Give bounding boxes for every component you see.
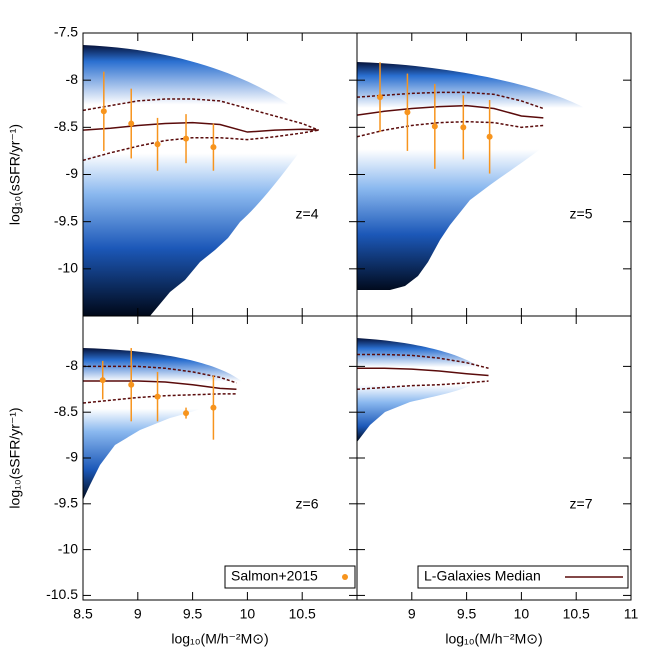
x-tick-label: 10 xyxy=(514,606,530,622)
x-tick-label: 9.5 xyxy=(457,606,477,622)
percentile-line xyxy=(356,91,544,110)
x-tick-label: 8.5 xyxy=(73,606,93,622)
data-point xyxy=(99,377,106,384)
median-line xyxy=(356,104,544,119)
median-line xyxy=(83,380,237,391)
x-tick-label: 10 xyxy=(240,606,256,622)
x-tick-label: 11 xyxy=(624,606,639,622)
y-axis-label: log₁₀(sSFR/yr⁻¹) xyxy=(7,124,23,225)
data-point xyxy=(210,404,217,411)
density-region xyxy=(83,45,318,316)
density-region xyxy=(83,348,246,500)
y-tick-label: -9.5 xyxy=(54,495,78,511)
median-line xyxy=(357,367,489,377)
percentile-line xyxy=(356,120,544,138)
annotation: z=7 xyxy=(570,496,593,512)
x-axis-label: log₁₀(M/h⁻²M⊙) xyxy=(171,631,268,647)
percentile-line xyxy=(82,393,237,404)
y-tick-label: -10.5 xyxy=(46,586,78,602)
data-point xyxy=(128,381,135,388)
percentile-line xyxy=(82,98,319,131)
y-tick-label: -8.5 xyxy=(54,403,78,419)
legend-box xyxy=(417,565,629,589)
y-tick-label: -10 xyxy=(58,540,78,556)
y-tick-label: -9 xyxy=(66,165,79,181)
density-region xyxy=(357,338,490,442)
legend-box xyxy=(224,565,356,589)
data-point xyxy=(460,124,467,131)
data-point xyxy=(377,94,384,101)
y-axis-label: log₁₀(sSFR/yr⁻¹) xyxy=(7,407,23,508)
data-point xyxy=(128,120,135,127)
legend-label: L-Galaxies Median xyxy=(424,568,541,584)
annotation: z=5 xyxy=(570,206,593,222)
data-point xyxy=(404,109,411,116)
y-tick-label: -10 xyxy=(58,260,78,276)
data-point xyxy=(183,135,190,142)
y-tick-label: -8 xyxy=(66,357,79,373)
percentile-line xyxy=(83,365,237,384)
y-tick-label: -7.5 xyxy=(54,24,78,40)
x-tick-label: 10.5 xyxy=(289,606,316,622)
x-tick-label: 9 xyxy=(408,606,416,622)
y-tick-label: -9.5 xyxy=(54,212,78,228)
x-tick-label: 9 xyxy=(134,606,142,622)
percentile-line xyxy=(357,353,489,369)
x-tick-label: 10.5 xyxy=(563,606,590,622)
density-region xyxy=(357,62,583,290)
annotation: z=4 xyxy=(296,206,319,222)
percentile-line xyxy=(82,129,319,162)
median-line xyxy=(82,121,319,133)
data-point xyxy=(210,144,217,151)
data-point xyxy=(154,141,161,148)
legend-marker xyxy=(342,574,348,580)
y-tick-label: -8.5 xyxy=(54,118,78,134)
y-tick-label: -8 xyxy=(66,71,79,87)
annotation: z=6 xyxy=(296,496,319,512)
x-axis-label: log₁₀(M/h⁻²M⊙) xyxy=(445,631,542,647)
data-point xyxy=(154,393,161,400)
legend-label: Salmon+2015 xyxy=(231,568,318,584)
data-point xyxy=(100,108,107,115)
data-point xyxy=(431,123,438,130)
percentile-line xyxy=(356,380,489,391)
data-point xyxy=(486,133,493,140)
y-tick-label: -9 xyxy=(66,449,79,465)
x-tick-label: 9.5 xyxy=(183,606,203,622)
data-point xyxy=(183,410,190,417)
